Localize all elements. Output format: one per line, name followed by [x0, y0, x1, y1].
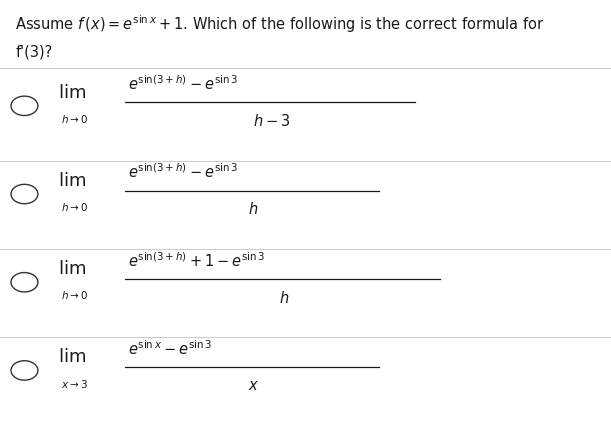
Text: $h - 3$: $h - 3$ [254, 113, 290, 129]
Text: $\lim$: $\lim$ [58, 172, 86, 190]
Text: $\lim$: $\lim$ [58, 84, 86, 101]
Text: $e^{\sin(3+h)} - e^{\sin 3}$: $e^{\sin(3+h)} - e^{\sin 3}$ [128, 75, 238, 93]
Text: $x$: $x$ [248, 378, 259, 393]
Text: Assume $f\,(x) = e^{\sin x} + 1$. Which of the following is the correct formula : Assume $f\,(x) = e^{\sin x} + 1$. Which … [15, 13, 545, 35]
Text: $x\to 3$: $x\to 3$ [61, 377, 88, 390]
Text: $e^{\sin x} - e^{\sin 3}$: $e^{\sin x} - e^{\sin 3}$ [128, 339, 213, 358]
Text: f'(3)?: f'(3)? [15, 44, 53, 59]
Text: $e^{\sin(3+h)} + 1 - e^{\sin 3}$: $e^{\sin(3+h)} + 1 - e^{\sin 3}$ [128, 251, 266, 269]
Text: $h\to 0$: $h\to 0$ [61, 289, 88, 302]
Text: $\lim$: $\lim$ [58, 260, 86, 278]
Text: $h\to 0$: $h\to 0$ [61, 201, 88, 213]
Text: $h\to 0$: $h\to 0$ [61, 113, 88, 125]
Text: $h$: $h$ [249, 202, 258, 217]
Text: $e^{\sin(3+h)} - e^{\sin 3}$: $e^{\sin(3+h)} - e^{\sin 3}$ [128, 163, 238, 181]
Text: $h$: $h$ [279, 290, 289, 306]
Text: $\lim$: $\lim$ [58, 348, 86, 366]
